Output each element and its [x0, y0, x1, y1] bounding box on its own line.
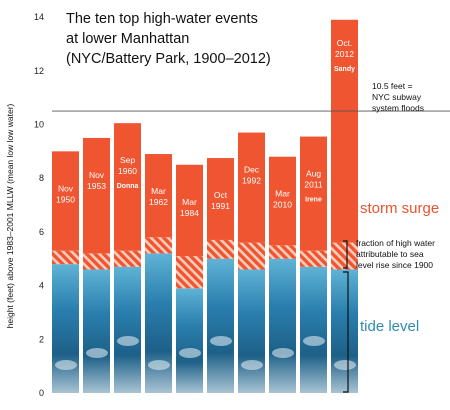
- sea-level-rise-segment: [300, 250, 327, 267]
- bar-date-label: 2010: [273, 200, 292, 210]
- sea-level-rise-segment: [145, 237, 172, 254]
- bar-date-label: Nov: [58, 183, 74, 193]
- foam-spot: [210, 336, 232, 346]
- sea-level-note-line-1: fraction of high water: [356, 238, 435, 248]
- bar-date-label: Dec: [244, 165, 260, 175]
- sea-level-rise-segment: [83, 253, 110, 270]
- sea-level-note-line-2: attributable to sea: [356, 249, 424, 259]
- foam-spot: [86, 348, 108, 358]
- y-tick-label: 14: [34, 12, 44, 22]
- foam-spot: [117, 336, 139, 346]
- foam-spot: [179, 348, 201, 358]
- bar-date-label: 1953: [87, 181, 106, 191]
- bar-date-label: 2012: [335, 49, 354, 59]
- bar-date-label: Aug: [306, 169, 321, 179]
- foam-spot: [241, 360, 263, 370]
- chart-title-line-1: The ten top high-water events: [66, 11, 258, 27]
- storm-surge-segment: [83, 137, 110, 254]
- y-tick-label: 10: [34, 120, 44, 130]
- tide-level-segment: [83, 269, 110, 393]
- sea-level-rise-segment: [114, 250, 141, 267]
- bar-date-label: Mar: [275, 189, 290, 199]
- sea-level-rise-segment: [176, 256, 203, 289]
- foam-spot: [272, 348, 294, 358]
- bar-date-label: Oct.: [337, 38, 353, 48]
- bar-date-label: 1984: [180, 208, 199, 218]
- foam-spot: [303, 336, 325, 346]
- bar-date-label: 1950: [56, 194, 75, 204]
- reference-label-line-2: NYC subway: [372, 92, 422, 102]
- bar-group: Oct.2012 Sandy: [331, 19, 358, 393]
- storm-surge-segment: [331, 19, 358, 243]
- tide-level-segment: [176, 288, 203, 393]
- chart-title-line-2: at lower Manhattan: [66, 31, 189, 47]
- tide-level-segment: [238, 269, 265, 393]
- wave-foam: [55, 336, 356, 370]
- bar-date-label: Oct: [214, 190, 228, 200]
- bar-date-label: Nov: [89, 170, 105, 180]
- chart-title-line-3: (NYC/Battery Park, 1900–2012): [66, 51, 271, 67]
- sea-level-rise-segment: [238, 242, 265, 270]
- y-tick-label: 8: [39, 173, 44, 183]
- y-tick-label: 0: [39, 388, 44, 398]
- bar-date-label: 1992: [242, 176, 261, 186]
- bar-date-label: Sep: [120, 155, 135, 165]
- tide-level-segment: [145, 253, 172, 393]
- bar-date-label: 1962: [149, 197, 168, 207]
- y-tick-label: 4: [39, 281, 44, 291]
- storm-surge-label: storm surge: [360, 200, 439, 217]
- y-axis-ticks: 0 2 4 6 8 10 12 14: [34, 12, 44, 398]
- storm-name-label: Irene: [305, 197, 322, 204]
- storm-name-label: Donna: [117, 183, 139, 190]
- reference-label-line-3: system floods: [372, 103, 424, 113]
- storm-surge-segment: [176, 164, 203, 257]
- y-axis-label: height (feet) above 1983–2001 MLLW (mean…: [5, 103, 15, 328]
- storm-surge-segment: [52, 151, 79, 251]
- foam-spot: [148, 360, 170, 370]
- bar-date-label: 2011: [304, 180, 323, 190]
- storm-surge-segment: [300, 136, 327, 251]
- tide-level-label: tide level: [360, 318, 419, 335]
- sea-level-rise-bracket: [343, 240, 348, 269]
- reference-label-line-1: 10.5 feet =: [372, 81, 412, 91]
- storm-surge-segment: [207, 158, 234, 240]
- bar-date-label: 1960: [118, 166, 137, 176]
- y-tick-label: 12: [34, 66, 44, 76]
- bar-date-label: Mar: [182, 197, 197, 207]
- storm-surge-segment: [269, 156, 296, 246]
- storm-name-label: Sandy: [334, 66, 355, 73]
- storm-surge-segment: [238, 132, 265, 243]
- sea-level-note-line-3: level rise since 1900: [356, 260, 433, 270]
- y-tick-label: 2: [39, 334, 44, 344]
- tide-level-segment: [114, 266, 141, 393]
- tide-level-bracket: [343, 271, 349, 393]
- tide-level-segment: [269, 258, 296, 393]
- tide-level-segment: [300, 266, 327, 393]
- foam-spot: [55, 360, 77, 370]
- bar-date-label: Mar: [151, 186, 166, 196]
- sea-level-rise-segment: [331, 242, 358, 270]
- tide-level-segment: [207, 258, 234, 393]
- sea-level-rise-segment: [207, 239, 234, 259]
- y-tick-label: 6: [39, 227, 44, 237]
- tide-level-segment: [331, 269, 358, 393]
- storm-surge-segment: [145, 154, 172, 238]
- bar-date-label: 1991: [211, 201, 230, 211]
- foam-spot: [334, 360, 356, 370]
- tide-level-segment: [52, 264, 79, 393]
- sea-level-rise-segment: [269, 245, 296, 259]
- sea-level-rise-segment: [52, 250, 79, 265]
- storm-surge-segment: [114, 123, 141, 251]
